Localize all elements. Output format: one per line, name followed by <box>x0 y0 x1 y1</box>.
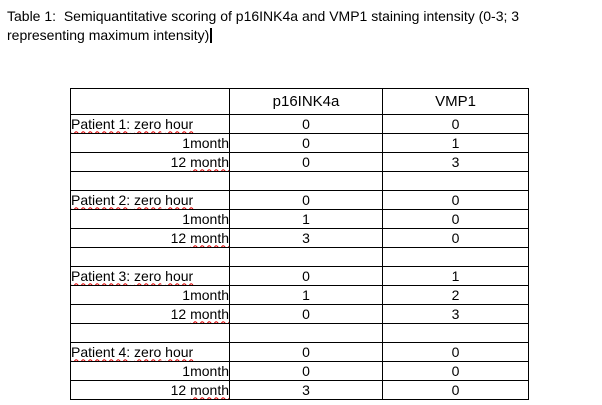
timepoint-label-cell[interactable]: 12 month <box>70 228 230 248</box>
misspelled-word: Patient 3: <box>71 267 131 284</box>
empty-cell[interactable] <box>70 323 230 343</box>
spacer-row <box>70 323 529 343</box>
table-row-patient2-12month: 12 month 3 0 <box>70 228 529 248</box>
empty-cell[interactable] <box>229 247 383 267</box>
table-row-patient3-1month: 1month 1 2 <box>70 285 529 305</box>
p16-score-cell[interactable]: 0 <box>229 361 383 381</box>
vmp1-score-cell[interactable]: 1 <box>382 133 529 153</box>
misspelled-word: month <box>190 153 229 170</box>
spacer-row <box>70 247 529 267</box>
text-cursor <box>210 28 212 43</box>
p16-score-cell[interactable]: 0 <box>229 342 383 362</box>
vmp1-score-cell[interactable]: 0 <box>382 228 529 248</box>
p16-score-cell[interactable]: 0 <box>229 114 383 134</box>
table-row-patient2-zero-hour: Patient 2: zero hour 0 0 <box>70 190 529 210</box>
misspelled-word: zero <box>134 191 162 208</box>
table-row-patient1-1month: 1month 0 1 <box>70 133 529 153</box>
timepoint-label-cell[interactable]: 12 month <box>70 152 230 172</box>
p16-score-cell[interactable]: 1 <box>229 285 383 305</box>
caption-line-1: Table 1: Semiquantitative scoring of p16… <box>7 8 520 24</box>
p16-score-cell[interactable]: 0 <box>229 304 383 324</box>
patient-label-cell[interactable]: Patient 3: zero hour <box>70 266 230 286</box>
misspelled-word: Patient 4: <box>71 343 131 360</box>
misspelled-word: hour <box>165 267 194 284</box>
vmp1-score-cell[interactable]: 0 <box>382 342 529 362</box>
misspelled-word: hour <box>165 191 194 208</box>
empty-cell[interactable] <box>382 171 529 191</box>
empty-cell[interactable] <box>229 171 383 191</box>
p16-score-cell[interactable]: 0 <box>229 266 383 286</box>
vmp1-score-cell[interactable]: 1 <box>382 266 529 286</box>
table-row-patient1-12month: 12 month 0 3 <box>70 152 529 172</box>
misspelled-word: hour <box>165 343 194 360</box>
timepoint-label-cell[interactable]: 12 month <box>70 304 230 324</box>
patient-label-cell[interactable]: Patient 2: zero hour <box>70 190 230 210</box>
vmp1-score-cell[interactable]: 0 <box>382 380 529 400</box>
timepoint-number: 12 <box>170 153 187 170</box>
table-row-patient2-1month: 1month 1 0 <box>70 209 529 229</box>
empty-cell[interactable] <box>229 323 383 343</box>
header-cell-p16ink4a[interactable]: p16INK4a <box>229 88 383 115</box>
table-row-patient1-zero-hour: Patient 1: zero hour 0 0 <box>70 114 529 134</box>
table-row-patient4-1month: 1month 0 0 <box>70 361 529 381</box>
header-cell-vmp1[interactable]: VMP1 <box>382 88 529 115</box>
misspelled-word: zero <box>134 267 162 284</box>
vmp1-score-cell[interactable]: 2 <box>382 285 529 305</box>
vmp1-score-cell[interactable]: 0 <box>382 361 529 381</box>
table-caption[interactable]: Table 1: Semiquantitative scoring of p16… <box>7 7 597 45</box>
misspelled-word: month <box>190 229 229 246</box>
vmp1-score-cell[interactable]: 0 <box>382 209 529 229</box>
vmp1-score-cell[interactable]: 0 <box>382 114 529 134</box>
timepoint-label-cell[interactable]: 12 month <box>70 380 230 400</box>
timepoint-label-cell[interactable]: 1month <box>70 285 230 305</box>
timepoint-number: 12 <box>170 229 187 246</box>
empty-cell[interactable] <box>70 247 230 267</box>
scoring-table: p16INK4a VMP1 Patient 1: zero hour 0 0 1… <box>70 88 529 400</box>
empty-cell[interactable] <box>382 323 529 343</box>
p16-score-cell[interactable]: 0 <box>229 190 383 210</box>
misspelled-word: Patient 1: <box>71 115 131 132</box>
timepoint-label-cell[interactable]: 1month <box>70 133 230 153</box>
header-row: p16INK4a VMP1 <box>70 88 529 115</box>
p16-score-cell[interactable]: 3 <box>229 228 383 248</box>
patient-label-cell[interactable]: Patient 1: zero hour <box>70 114 230 134</box>
misspelled-word: hour <box>165 115 194 132</box>
patient-label-cell[interactable]: Patient 4: zero hour <box>70 342 230 362</box>
misspelled-word: month <box>190 305 229 322</box>
table-row-patient3-12month: 12 month 0 3 <box>70 304 529 324</box>
table-row-patient4-12month: 12 month 3 0 <box>70 380 529 400</box>
misspelled-word: Patient 2: <box>71 191 131 208</box>
p16-score-cell[interactable]: 3 <box>229 380 383 400</box>
misspelled-word: month <box>190 381 229 398</box>
timepoint-number: 12 <box>170 305 187 322</box>
timepoint-label-cell[interactable]: 1month <box>70 209 230 229</box>
vmp1-score-cell[interactable]: 3 <box>382 304 529 324</box>
spacer-row <box>70 171 529 191</box>
p16-score-cell[interactable]: 1 <box>229 209 383 229</box>
misspelled-word: zero <box>134 115 162 132</box>
empty-cell[interactable] <box>70 171 230 191</box>
timepoint-number: 12 <box>170 381 187 398</box>
timepoint-label-cell[interactable]: 1month <box>70 361 230 381</box>
vmp1-score-cell[interactable]: 3 <box>382 152 529 172</box>
table-row-patient3-zero-hour: Patient 3: zero hour 0 1 <box>70 266 529 286</box>
p16-score-cell[interactable]: 0 <box>229 133 383 153</box>
misspelled-word: zero <box>134 343 162 360</box>
vmp1-score-cell[interactable]: 0 <box>382 190 529 210</box>
table-row-patient4-zero-hour: Patient 4: zero hour 0 0 <box>70 342 529 362</box>
caption-line-2: representing maximum intensity) <box>7 27 210 43</box>
empty-cell[interactable] <box>382 247 529 267</box>
p16-score-cell[interactable]: 0 <box>229 152 383 172</box>
header-cell-empty[interactable] <box>70 88 230 115</box>
